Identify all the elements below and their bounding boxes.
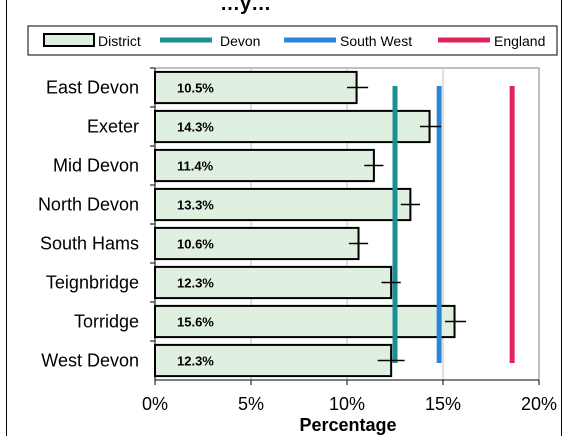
- category-label: South Hams: [40, 234, 139, 254]
- x-tick-label: 10%: [329, 394, 365, 414]
- legend-swatch-district: [43, 33, 95, 47]
- data-label: 11.4%: [177, 159, 214, 174]
- category-label: East Devon: [46, 78, 139, 98]
- legend-label-south-west: South West: [340, 33, 412, 49]
- data-label: 13.3%: [177, 198, 214, 213]
- chart-title: …y…: [220, 0, 271, 15]
- data-label: 15.6%: [177, 315, 214, 330]
- category-label: Teignbridge: [46, 273, 139, 293]
- legend: District Devon South West England: [27, 25, 558, 56]
- category-label: North Devon: [38, 195, 139, 215]
- category-label: Torridge: [74, 312, 139, 332]
- data-label: 10.6%: [177, 237, 214, 252]
- bar: [154, 109, 431, 144]
- data-label: 12.3%: [177, 276, 214, 291]
- legend-label-england: England: [494, 33, 545, 49]
- data-label: 14.3%: [177, 120, 214, 135]
- x-axis-label: Percentage: [299, 415, 396, 435]
- bar: [154, 226, 360, 261]
- category-label: West Devon: [41, 351, 139, 371]
- chart-frame: [6, 0, 562, 436]
- x-tick-label: 5%: [238, 394, 264, 414]
- x-tick-label: 0%: [142, 394, 168, 414]
- category-label: Mid Devon: [53, 156, 139, 176]
- plot-area: 0% 5% 10% 15% 20% East Devon 10.5% Exeter 14.3% M…: [38, 67, 557, 414]
- data-label: 12.3%: [177, 354, 214, 369]
- legend-label-devon: Devon: [220, 33, 260, 49]
- x-tick-label: 20%: [521, 394, 557, 414]
- data-label: 10.5%: [177, 81, 214, 96]
- category-label: Exeter: [87, 117, 139, 137]
- bar: [154, 304, 456, 339]
- x-tick-label: 15%: [425, 394, 461, 414]
- legend-label-district: District: [98, 33, 141, 49]
- bar: [154, 70, 358, 105]
- bar: [154, 148, 375, 183]
